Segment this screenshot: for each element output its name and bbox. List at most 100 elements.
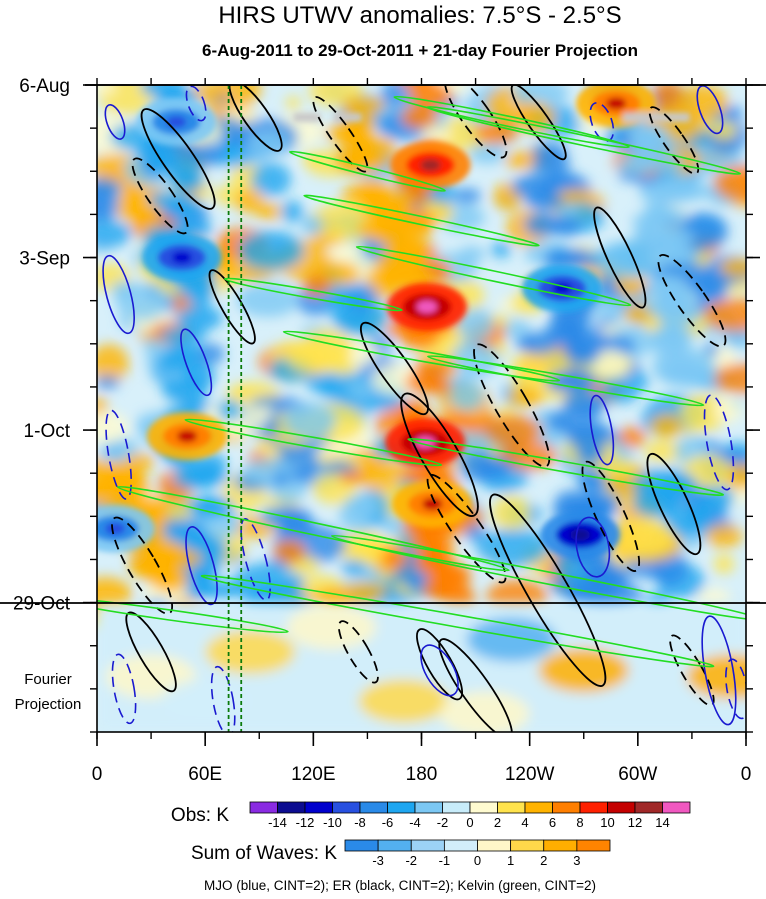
projection-label-line1: Fourier — [24, 671, 72, 688]
anomaly-patch — [482, 414, 542, 447]
projection-patch — [286, 605, 377, 650]
obs-colorbar-swatch — [249, 801, 278, 814]
anomaly-patch — [216, 399, 243, 422]
obs-colorbar-tick: 14 — [655, 815, 669, 830]
kelvin-contour — [116, 485, 510, 572]
obs-colorbar-swatch — [497, 801, 526, 814]
er-contour — [131, 157, 189, 235]
mjo-contour — [701, 615, 737, 726]
anomaly-patch — [230, 386, 251, 400]
er-contour — [657, 254, 727, 348]
anomaly-patch — [250, 162, 292, 197]
er-contour — [359, 321, 429, 416]
anomaly-band-patch — [651, 246, 700, 264]
x-tick-label: 60W — [618, 764, 657, 785]
kelvin-contour — [184, 418, 443, 467]
obs-colorbar-tick: -8 — [354, 815, 366, 830]
cold-anomaly-core — [522, 264, 603, 313]
anomaly-patch — [649, 413, 683, 438]
waves-colorbar-tick: -3 — [372, 853, 384, 868]
er-contour — [312, 96, 369, 173]
y-tick-label: 3-Sep — [19, 249, 70, 270]
reference-lines — [227, 85, 243, 732]
anomaly-patch — [458, 246, 486, 262]
anomaly-band-patch — [161, 376, 209, 402]
anomaly-patch — [284, 401, 336, 439]
er-contour — [111, 516, 174, 615]
obs-colorbar-tick: -2 — [437, 815, 449, 830]
waves-colorbar-swatch — [576, 839, 611, 852]
mjo-contour — [589, 394, 615, 466]
obs-colorbar-swatch — [332, 801, 361, 814]
obs-colorbar-tick: -10 — [323, 815, 342, 830]
anomaly-band-patch — [525, 193, 564, 211]
anomaly-patch — [97, 396, 108, 417]
anomaly-band-patch — [159, 549, 202, 568]
anomaly-patch — [555, 203, 582, 218]
mjo-contour — [240, 518, 271, 601]
anomaly-band-patch — [379, 268, 421, 288]
anomaly-patch — [273, 539, 306, 564]
projection-patch — [439, 691, 530, 732]
kelvin-contour — [407, 438, 725, 497]
anomaly-band-patch — [550, 216, 582, 237]
waves-colorbar-label: Sum of Waves: K — [191, 843, 337, 864]
waves-colorbar-swatch — [543, 839, 578, 852]
anomaly-patch — [453, 188, 482, 204]
warm-anomaly-core — [386, 282, 467, 331]
anomaly-band-patch — [675, 370, 717, 388]
anomaly-patch — [464, 524, 486, 542]
kelvin-contour — [393, 95, 630, 149]
obs-colorbar-tick: 6 — [549, 815, 556, 830]
anomaly-patch — [662, 503, 714, 537]
anomaly-patch — [709, 121, 737, 140]
er-contour — [648, 106, 700, 175]
missing-data-bar — [623, 112, 690, 122]
obs-colorbar: Obs: K -14 -12 -10 -8 -6 -4 -2 0 2 4 6 8 10 12 14 — [171, 801, 691, 830]
anomaly-field — [97, 85, 746, 732]
x-tick-label: 0 — [92, 764, 103, 785]
waves-colorbar-swatch — [443, 839, 478, 852]
warm-anomaly-core — [392, 480, 473, 529]
mjo-contours — [102, 85, 746, 732]
warm-anomaly-core — [390, 141, 471, 190]
anomaly-patch — [476, 528, 550, 567]
anomaly-patch — [512, 85, 569, 108]
anomaly-patch — [97, 220, 133, 247]
anomaly-patch — [302, 275, 332, 297]
anomaly-patch — [300, 214, 323, 236]
anomaly-patch — [590, 349, 629, 378]
x-tick-label: 180 — [406, 764, 438, 785]
mjo-contour — [420, 644, 459, 697]
mjo-contour — [180, 328, 213, 397]
anomaly-patch — [115, 193, 147, 222]
anomaly-patch — [237, 230, 305, 271]
x-tick-label: 0 — [741, 764, 752, 785]
obs-colorbar-swatch — [662, 801, 691, 814]
anomaly-patch — [340, 559, 366, 576]
obs-colorbar-swatch — [442, 801, 471, 814]
anomaly-patch — [711, 363, 746, 394]
anomaly-patch — [115, 282, 170, 320]
waves-colorbar-tick: 1 — [507, 853, 514, 868]
anomaly-band-patch — [540, 172, 584, 189]
kelvin-contour — [330, 534, 746, 622]
anomaly-band-patch — [421, 376, 451, 395]
projection-label-line2: Projection — [15, 696, 82, 713]
anomaly-band-patch — [169, 171, 205, 193]
obs-colorbar-tick: -4 — [409, 815, 421, 830]
kelvin-contour — [427, 355, 705, 407]
waves-colorbar-swatch — [510, 839, 545, 852]
anomaly-patch — [492, 495, 531, 531]
obs-colorbar-swatch — [304, 801, 333, 814]
y-tick-label: 6-Aug — [19, 76, 70, 97]
anomaly-patch — [468, 143, 507, 165]
obs-colorbar-swatch — [552, 801, 581, 814]
anomaly-band-patch — [642, 202, 673, 226]
obs-colorbar-swatch — [277, 801, 306, 814]
anomaly-band-patch — [336, 151, 380, 175]
anomaly-patch — [97, 411, 129, 444]
mjo-contour — [575, 516, 611, 578]
er-contour — [426, 473, 507, 584]
